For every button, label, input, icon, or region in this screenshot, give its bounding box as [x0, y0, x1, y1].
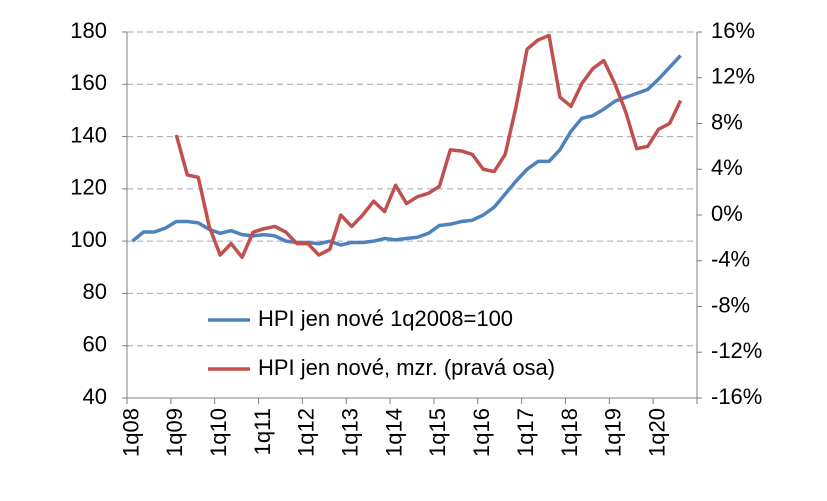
- x-tick-label: 1q11: [250, 408, 275, 455]
- legend-label: HPI jen nové 1q2008=100: [258, 306, 513, 331]
- y-tick-label: 60: [83, 332, 107, 357]
- x-tick-label: 1q12: [294, 408, 319, 457]
- x-tick-label: 1q10: [206, 408, 231, 457]
- x-tick-label: 1q13: [338, 408, 363, 457]
- y2-tick-label: -16%: [711, 384, 762, 409]
- y-tick-label: 80: [83, 279, 107, 304]
- y-tick-label: 40: [83, 384, 107, 409]
- y2-tick-label: -12%: [711, 338, 762, 363]
- y2-tick-label: 8%: [711, 109, 743, 134]
- y-tick-label: 160: [70, 70, 107, 95]
- y-tick-label: 100: [70, 227, 107, 252]
- x-tick-label: 1q08: [118, 408, 143, 457]
- y2-tick-label: 16%: [711, 18, 755, 43]
- x-tick-label: 1q18: [557, 408, 582, 457]
- series-line: [131, 54, 682, 247]
- y-tick-label: 120: [70, 175, 107, 200]
- y2-tick-label: -4%: [711, 247, 750, 272]
- legend-label: HPI jen nové, mzr. (pravá osa): [258, 355, 555, 380]
- y2-tick-label: 0%: [711, 201, 743, 226]
- y-tick-label: 140: [70, 122, 107, 147]
- x-tick-label: 1q14: [381, 408, 406, 457]
- y2-tick-label: 12%: [711, 64, 755, 89]
- y2-tick-label: 4%: [711, 155, 743, 180]
- series-line: [174, 33, 683, 260]
- x-tick-label: 1q19: [601, 408, 626, 457]
- x-tick-label: 1q16: [469, 408, 494, 457]
- x-tick-label: 1q20: [644, 408, 669, 457]
- x-tick-label: 1q15: [425, 408, 450, 457]
- x-tick-label: 1q09: [162, 408, 187, 457]
- y-tick-label: 180: [70, 18, 107, 43]
- x-tick-label: 1q17: [513, 408, 538, 457]
- y2-tick-label: -8%: [711, 292, 750, 317]
